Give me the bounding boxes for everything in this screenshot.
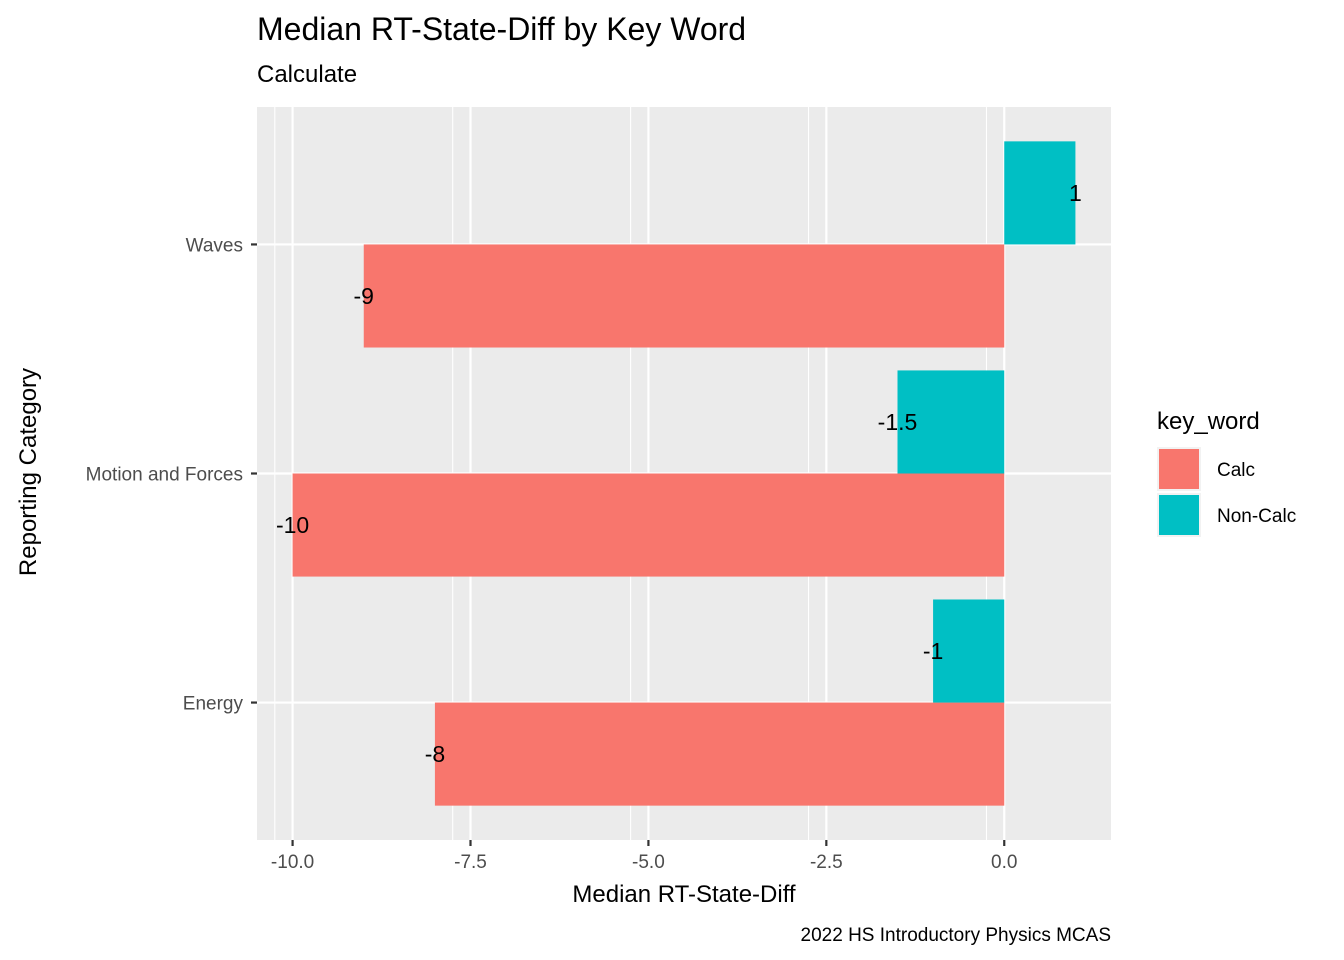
y-axis: Energy Motion and Forces Waves: [86, 235, 257, 715]
y-tick-label: Energy: [183, 694, 244, 715]
chart-caption: 2022 HS Introductory Physics MCAS: [801, 925, 1111, 946]
data-labels: -8 -10 -9 -1 -1.5 1: [276, 180, 1082, 767]
data-label: -10: [276, 512, 309, 538]
data-label: 1: [1069, 180, 1082, 206]
legend-label: Calc: [1217, 460, 1255, 481]
legend-label: Non-Calc: [1217, 506, 1296, 527]
chart-title: Median RT-State-Diff by Key Word: [257, 11, 746, 47]
x-tick-label: 0.0: [991, 852, 1017, 873]
legend: key_word Calc Non-Calc: [1157, 408, 1296, 537]
data-label: -1.5: [878, 409, 918, 435]
bar-non-calc: [933, 599, 1005, 703]
legend-title: key_word: [1157, 408, 1260, 435]
bar-calc: [363, 244, 1005, 348]
bar-non-calc: [897, 370, 1005, 474]
x-tick-label: -7.5: [454, 852, 487, 873]
bar-non-calc: [1004, 141, 1076, 245]
data-label: -8: [425, 741, 445, 767]
x-tick-label: -5.0: [632, 852, 665, 873]
legend-swatch: [1159, 449, 1199, 489]
y-tick-label: Waves: [186, 235, 243, 256]
x-axis: -10.0 -7.5 -5.0 -2.5 0.0: [271, 840, 1017, 873]
bars: [292, 141, 1076, 806]
bar-calc: [434, 702, 1005, 806]
data-label: -9: [354, 283, 374, 309]
y-tick-label: Motion and Forces: [86, 465, 243, 486]
chart-subtitle: Calculate: [257, 61, 357, 88]
data-label: -1: [923, 638, 943, 664]
y-axis-title: Reporting Category: [15, 368, 42, 576]
x-tick-label: -2.5: [810, 852, 843, 873]
legend-swatch: [1159, 495, 1199, 535]
bar-calc: [292, 473, 1005, 577]
x-tick-label: -10.0: [271, 852, 314, 873]
x-axis-title: Median RT-State-Diff: [572, 881, 796, 908]
